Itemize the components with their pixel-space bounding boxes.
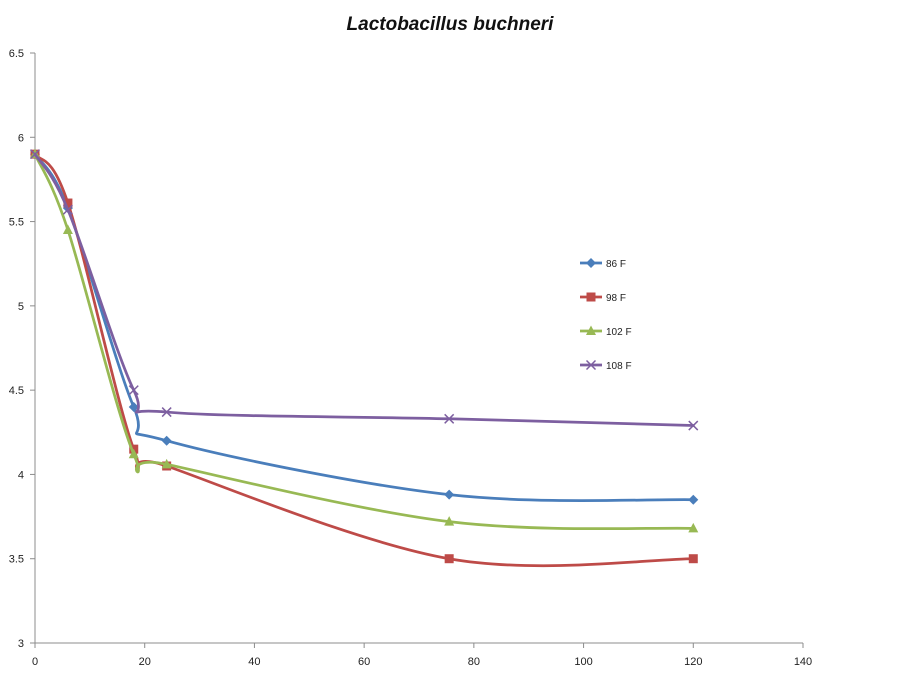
data-point-108-f-stroke: [128, 385, 139, 396]
legend-item-86-f: 86 F: [580, 258, 626, 270]
axes: 3 3.5 4 4.5 5 5.5 6 6.5 0 20 40 60 80 100 120 140: [9, 48, 812, 668]
legend-marker-102-f: [586, 325, 596, 335]
x-tick-label: 60: [358, 656, 370, 668]
series-98-f: [30, 149, 698, 568]
y-tick-label: 4.5: [9, 385, 24, 397]
x-tick-label: 80: [468, 656, 480, 668]
legend: 86 F 98 F 102 F 108 F: [580, 258, 632, 372]
data-point-108-f: [128, 385, 139, 396]
data-point-108-f: [688, 420, 699, 431]
y-tick-label: 6: [18, 132, 24, 144]
data-point-108-f: [62, 204, 73, 215]
legend-label-86-f: 86 F: [606, 259, 626, 270]
y-tick-label: 5: [18, 301, 24, 313]
data-point-86-f: [161, 435, 172, 446]
x-tick-label: 20: [139, 656, 151, 668]
legend-marker-86-f: [586, 258, 596, 268]
x-tick-label: 140: [794, 656, 812, 668]
x-tick-label: 100: [574, 656, 592, 668]
data-point-108-f-stroke: [688, 420, 699, 431]
legend-marker-108-f-stroke: [585, 359, 597, 371]
series-line-108-f: [33, 152, 695, 427]
series-layer: [29, 148, 699, 568]
data-point-86-f: [688, 494, 699, 505]
data-point-102-f: [688, 522, 699, 533]
data-point-102-f: [444, 516, 455, 526]
legend-label-108-f: 108 F: [606, 361, 632, 372]
series-102-f: [30, 148, 699, 533]
x-tick-label: 0: [32, 656, 38, 668]
data-point-102-f: [62, 224, 73, 234]
y-tick-label: 3.5: [9, 554, 24, 566]
data-point-86-f: [444, 489, 455, 500]
legend-marker-108-f: [585, 359, 597, 371]
data-point-98-f: [444, 554, 454, 564]
series-line-102-f: [33, 152, 695, 531]
y-tick-label: 3: [18, 638, 24, 650]
data-point-108-f: [444, 413, 455, 424]
data-point-108-f-stroke: [62, 204, 73, 215]
y-tick-label: 5.5: [9, 217, 24, 229]
data-point-98-f: [63, 198, 73, 208]
series-108-f: [29, 149, 699, 431]
data-point-108-f: [29, 149, 41, 160]
data-point-108-f-stroke: [444, 413, 455, 424]
legend-item-102-f: 102 F: [580, 325, 632, 338]
data-point-108-f: [161, 407, 172, 418]
y-tick-label: 4: [18, 469, 24, 481]
legend-label-98-f: 98 F: [606, 293, 626, 304]
data-point-102-f: [161, 458, 172, 469]
legend-label-102-f: 102 F: [606, 327, 632, 338]
x-tick-label: 120: [684, 656, 702, 668]
chart-title: Lactobacillus buchneri: [347, 14, 555, 35]
data-point-98-f: [688, 554, 698, 564]
data-point-102-f: [128, 448, 139, 459]
legend-item-108-f: 108 F: [580, 359, 632, 372]
x-tick-label: 40: [248, 656, 260, 668]
legend-marker-98-f: [586, 292, 596, 302]
series-line-98-f: [33, 152, 695, 568]
data-point-108-f-stroke: [29, 149, 41, 160]
data-point-108-f-stroke: [161, 407, 172, 418]
legend-item-98-f: 98 F: [580, 292, 626, 304]
data-point-86-f: [128, 402, 139, 412]
y-tick-label: 6.5: [9, 48, 24, 60]
